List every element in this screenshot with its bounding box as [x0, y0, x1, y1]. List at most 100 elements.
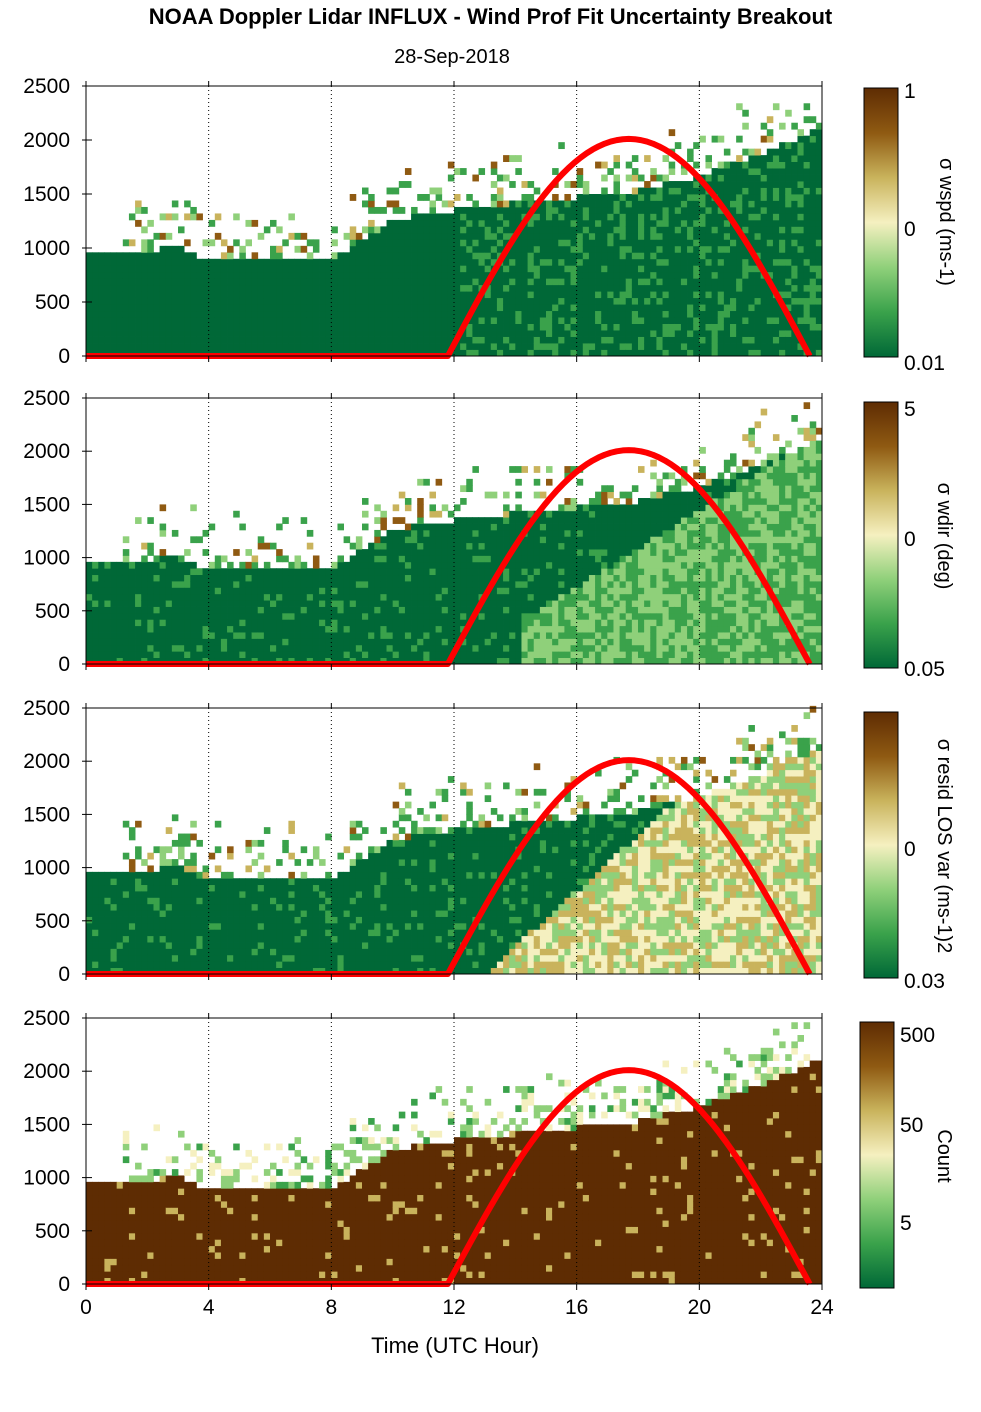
heatmap-cell	[306, 568, 314, 576]
heatmap-cell	[411, 206, 418, 214]
heatmap-cell	[779, 232, 786, 240]
heatmap-cell	[184, 258, 191, 266]
heatmap-cell	[454, 600, 461, 607]
heatmap-cell	[300, 632, 308, 639]
heatmap-cell	[760, 181, 768, 188]
heatmap-cell	[392, 632, 400, 639]
heatmap-cell	[362, 265, 369, 273]
heatmap-cell	[539, 265, 547, 273]
heatmap-cell	[171, 644, 179, 652]
heatmap-cell	[650, 291, 657, 299]
heatmap-cell	[576, 529, 584, 537]
heatmap-cell	[208, 278, 216, 286]
heatmap-cell	[619, 657, 627, 665]
heatmap-cell	[711, 168, 719, 175]
heatmap-cell	[503, 206, 510, 214]
heatmap-cell	[190, 330, 197, 337]
heatmap-cell	[374, 284, 381, 292]
heatmap-cell	[478, 278, 486, 286]
heatmap-cell	[190, 561, 197, 569]
heatmap-cell	[392, 304, 400, 312]
heatmap-cell	[570, 504, 578, 512]
heatmap-cell	[398, 336, 406, 344]
heatmap-cell	[423, 271, 430, 279]
heatmap-cell	[411, 252, 418, 260]
heatmap-cell	[251, 651, 259, 659]
heatmap-cell	[730, 226, 737, 234]
heatmap-cell	[380, 568, 387, 576]
heatmap-cell	[815, 174, 823, 182]
heatmap-cell	[601, 612, 608, 620]
heatmap-cell	[742, 109, 749, 117]
heatmap-cell	[153, 349, 160, 357]
heatmap-cell	[754, 284, 762, 292]
heatmap-cell	[355, 606, 363, 614]
heatmap-cell	[435, 581, 443, 588]
heatmap-cell	[331, 568, 338, 576]
heatmap-cell	[705, 232, 712, 240]
heatmap-cell	[582, 529, 590, 537]
heatmap-cell	[533, 284, 541, 292]
heatmap-cell	[564, 542, 571, 550]
heatmap-cell	[521, 466, 528, 473]
heatmap-cell	[509, 619, 516, 627]
heatmap-cell	[490, 317, 498, 324]
heatmap-cell	[171, 336, 179, 344]
heatmap-cell	[190, 568, 197, 576]
heatmap-cell	[190, 504, 197, 512]
heatmap-cell	[141, 304, 148, 312]
heatmap-cell	[699, 206, 706, 214]
heatmap-cell	[171, 574, 179, 582]
heatmap-cell	[496, 343, 504, 350]
heatmap-cell	[435, 317, 443, 324]
heatmap-cell	[300, 291, 308, 299]
heatmap-cell	[717, 304, 725, 312]
heatmap-cell	[539, 606, 547, 614]
heatmap-cell	[398, 606, 406, 614]
heatmap-cell	[466, 574, 473, 582]
heatmap-cell	[270, 310, 277, 318]
y-tick-label: 1000	[23, 237, 70, 260]
heatmap-cell	[668, 226, 676, 234]
heatmap-cell	[288, 568, 295, 576]
heatmap-cell	[515, 200, 522, 208]
heatmap-cell	[607, 336, 614, 344]
heatmap-cell	[472, 278, 479, 286]
heatmap-cell	[662, 523, 670, 531]
heatmap-cell	[92, 336, 99, 344]
heatmap-cell	[460, 523, 467, 531]
heatmap-cell	[227, 343, 234, 350]
heatmap-cell	[803, 304, 811, 312]
heatmap-cell	[392, 245, 400, 253]
heatmap-cell	[429, 581, 436, 588]
heatmap-cell	[380, 600, 387, 607]
heatmap-cell	[748, 258, 755, 266]
heatmap-cell	[674, 625, 682, 633]
heatmap-cell	[570, 271, 578, 279]
heatmap-cell	[803, 181, 811, 188]
heatmap-cell	[736, 284, 743, 292]
heatmap-cell	[717, 168, 725, 175]
heatmap-cell	[638, 226, 645, 234]
heatmap-cell	[263, 258, 271, 266]
heatmap-cell	[306, 600, 314, 607]
heatmap-cell	[564, 271, 571, 279]
heatmap-cell	[404, 336, 412, 344]
heatmap-cell	[435, 606, 443, 614]
heatmap-cell	[662, 317, 670, 324]
heatmap-cell	[208, 651, 216, 659]
heatmap-cell	[779, 336, 786, 344]
heatmap-cell	[760, 155, 768, 162]
heatmap-cell	[86, 638, 93, 646]
heatmap-cell	[392, 278, 400, 286]
heatmap-cell	[723, 194, 731, 201]
heatmap-cell	[638, 278, 645, 286]
heatmap-cell	[386, 600, 394, 607]
heatmap-cell	[539, 278, 547, 286]
heatmap-cell	[754, 219, 762, 227]
heatmap-cell	[687, 187, 694, 195]
heatmap-cell	[496, 593, 504, 601]
heatmap-cell	[588, 619, 596, 627]
heatmap-cell	[601, 606, 608, 614]
heatmap-cell	[300, 561, 308, 569]
